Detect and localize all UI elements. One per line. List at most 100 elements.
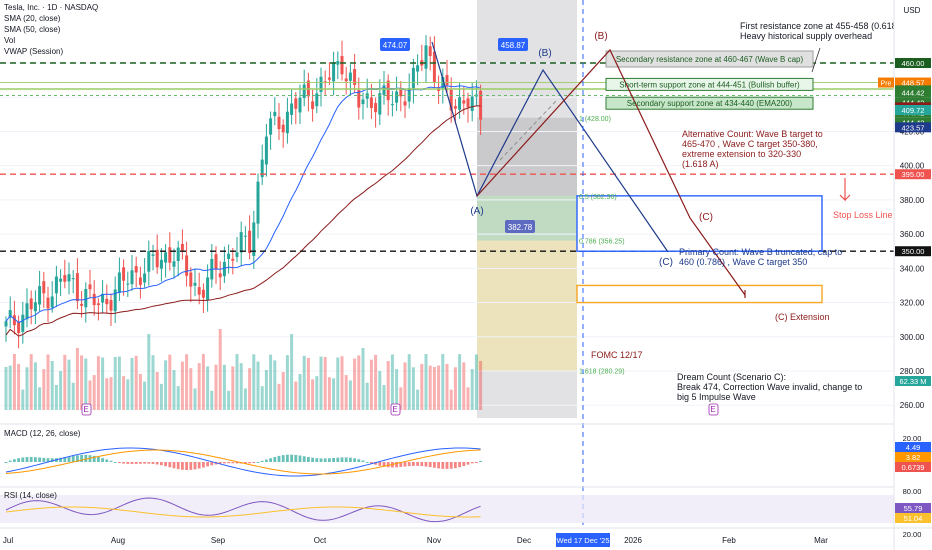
- rsi-badge: [895, 503, 931, 513]
- volume-bar: [42, 369, 46, 410]
- candle-body: [101, 293, 105, 303]
- annotation-line: 465-470 , Wave C target 350-380,: [682, 139, 818, 149]
- macd-hist: [353, 458, 356, 462]
- chart-background: [477, 0, 577, 418]
- price-badge: [895, 77, 931, 88]
- candle-body: [176, 247, 180, 262]
- macd-hist: [130, 462, 134, 465]
- candle-body: [130, 270, 134, 285]
- candle-body: [252, 222, 256, 256]
- symbol-title[interactable]: Tesla, Inc. · 1D · NASDAQ: [4, 3, 99, 12]
- legend-sma50[interactable]: SMA (50, close): [4, 25, 61, 34]
- volume-bar: [46, 354, 50, 410]
- time-axis[interactable]: Jul Aug Sep Oct Nov Dec 2026 Feb Mar Wed 17 Dec '…: [0, 527, 932, 547]
- macd-hist: [105, 459, 109, 462]
- macd-hist: [92, 455, 96, 462]
- macd-hist: [155, 462, 159, 465]
- macd-hist: [365, 461, 369, 463]
- macd-hist: [151, 462, 155, 464]
- candle-body: [348, 72, 352, 81]
- legend-volume[interactable]: Vol: [4, 36, 16, 45]
- candle-body: [231, 258, 235, 261]
- cursor-date-label: Wed 17 Dec '25: [557, 536, 610, 545]
- candle-body: [273, 111, 277, 117]
- candle-body: [75, 273, 79, 302]
- volume-bar: [403, 362, 407, 410]
- candle-body: [256, 181, 260, 224]
- volume-bar: [8, 365, 12, 410]
- macd-line: [5, 447, 481, 477]
- legend-vwap[interactable]: VWAP (Session): [4, 47, 64, 56]
- candle-body: [201, 289, 205, 298]
- volume-bar: [63, 354, 67, 410]
- macd-legend[interactable]: MACD (12, 26, close): [4, 429, 81, 438]
- rsi-tick: 80.00: [903, 487, 922, 496]
- volume-bar: [134, 355, 138, 410]
- volume-bar: [437, 365, 441, 410]
- macd-hist: [302, 456, 306, 462]
- candle-body: [386, 80, 390, 101]
- price-badge-label: 423.57: [902, 123, 925, 132]
- rsi-legend[interactable]: RSI (14, close): [4, 491, 57, 500]
- candle-body: [33, 302, 37, 312]
- legend-sma20[interactable]: SMA (20, close): [4, 14, 61, 23]
- macd-hist: [349, 457, 352, 462]
- candle-body: [17, 322, 21, 334]
- price-axis[interactable]: USD 260.00 280.00 300.00 320.00 340.00 360.00 3…: [878, 0, 932, 550]
- volume-bar: [25, 367, 29, 410]
- sma50-line: [5, 105, 481, 337]
- macd-hist: [252, 462, 256, 463]
- macd-hist: [8, 460, 12, 462]
- volume-bar: [210, 390, 214, 410]
- macd-badge-label: 0.6739: [902, 463, 925, 472]
- volume-bar: [227, 390, 231, 410]
- candle-body: [298, 97, 302, 113]
- macd-hist: [248, 462, 251, 464]
- x-tick-label: Dec: [517, 536, 531, 545]
- currency-label: USD: [904, 6, 921, 15]
- price-badge-label: 395.00: [902, 170, 925, 179]
- wave-label: (A): [470, 206, 483, 217]
- y-tick-label: 260.00: [900, 401, 925, 410]
- candle-body: [302, 84, 306, 99]
- volume-bar: [369, 359, 373, 410]
- candle-body: [168, 247, 172, 263]
- macd-hist: [378, 462, 382, 466]
- candle-body: [126, 283, 130, 285]
- macd-badge: [895, 442, 931, 452]
- candle-body: [155, 249, 159, 268]
- volume-bar: [357, 355, 361, 410]
- candle-body: [428, 46, 432, 57]
- volume-bar: [428, 365, 432, 410]
- price-badge-label: 409.72: [902, 106, 925, 115]
- candle-body: [327, 77, 331, 80]
- macd-hist: [344, 457, 348, 462]
- candle-body: [378, 93, 382, 115]
- price-badge: [895, 87, 931, 98]
- macd-hist: [97, 456, 100, 462]
- volume-bar: [424, 354, 428, 410]
- price-badge-label: 62.33 M: [899, 377, 926, 386]
- volume-bar: [168, 354, 172, 410]
- annotation-texts: Secondary resistance zone at 460-467 (Wa…: [81, 21, 900, 416]
- volume-bar: [432, 366, 436, 410]
- annotation-line: Primary Count: Wave B truncated, cap to: [679, 247, 842, 257]
- macd-hist: [256, 461, 260, 463]
- price-badge: [895, 376, 931, 386]
- macd-hist: [311, 457, 314, 462]
- price-flag-label: 382.78: [508, 223, 533, 232]
- candlesticks[interactable]: [4, 35, 483, 349]
- candle-body: [92, 293, 96, 306]
- volume-bar: [80, 355, 84, 410]
- candle-body: [390, 104, 394, 106]
- drawings[interactable]: [0, 0, 894, 525]
- macd-badge: [895, 462, 931, 472]
- event-marker: [81, 403, 92, 416]
- candle-body: [294, 98, 298, 109]
- y-tick-label: 280.00: [900, 367, 925, 376]
- annotation-line: FOMC 12/17: [591, 350, 643, 360]
- volume-bar: [50, 360, 54, 410]
- annotation-line: Break 474, Correction Wave invalid, chan…: [677, 382, 862, 392]
- macd-hist: [84, 454, 88, 462]
